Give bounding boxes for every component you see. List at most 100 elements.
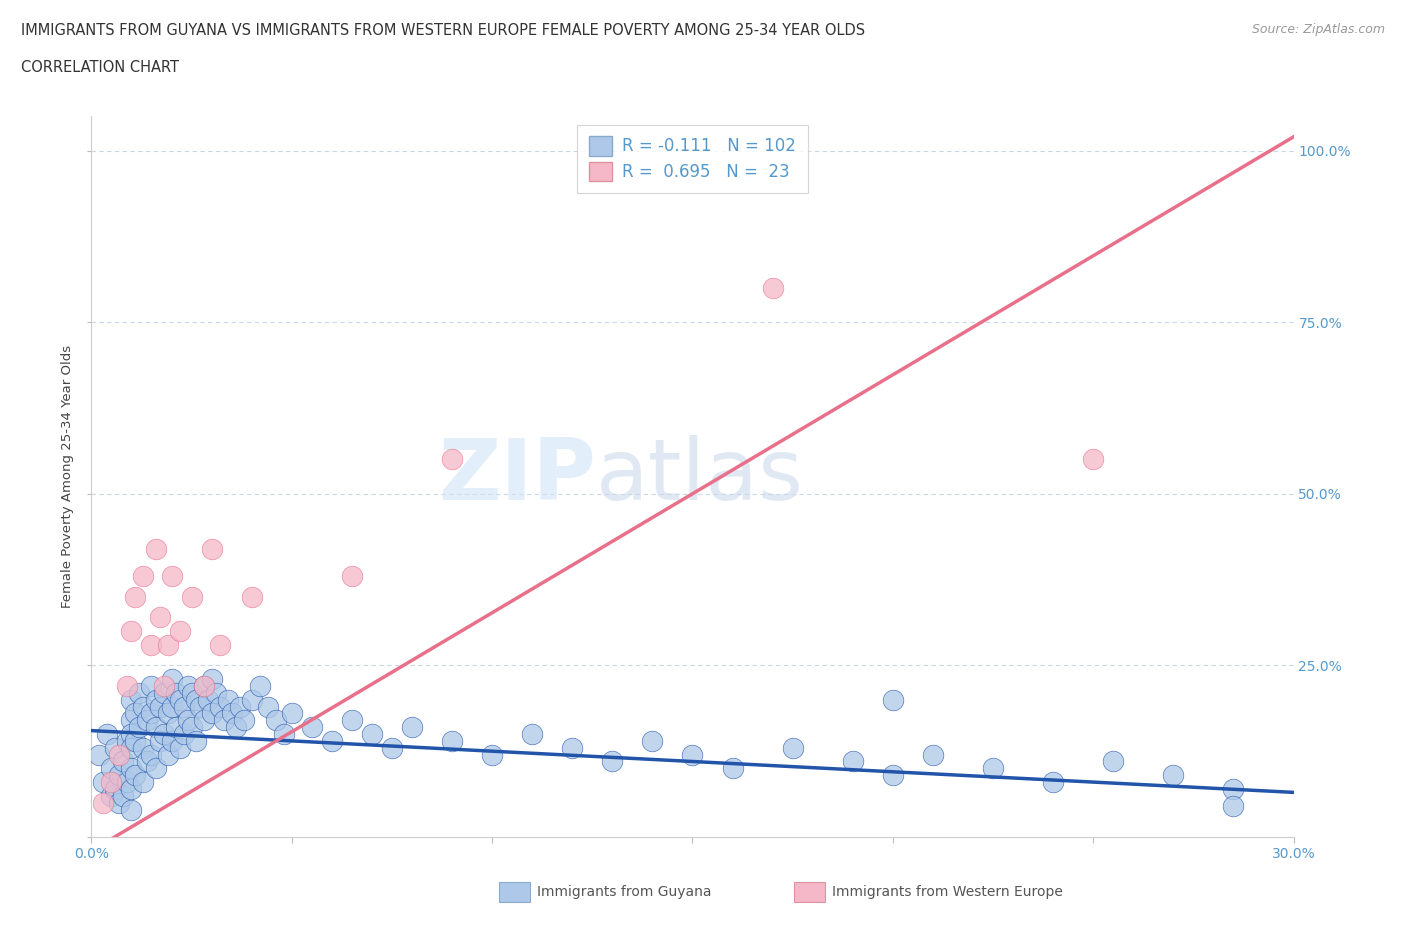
Point (108, 795, 131, 810)
Point (160, 699, 183, 714)
Point (132, 699, 155, 714)
Point (641, 734, 664, 749)
Text: Immigrants from Guyana: Immigrants from Guyana (537, 884, 711, 899)
Point (145, 761, 167, 776)
Point (124, 706, 146, 721)
Point (173, 726, 195, 741)
Point (273, 726, 295, 741)
Point (148, 610, 170, 625)
Point (93, 775, 115, 790)
Point (173, 699, 195, 714)
Point (321, 734, 343, 749)
Point (136, 713, 159, 728)
Point (225, 720, 247, 735)
Point (121, 781, 143, 796)
Legend: R = -0.111   N = 102, R =  0.695   N =  23: R = -0.111 N = 102, R = 0.695 N = 23 (578, 125, 807, 193)
Point (1042, 775, 1064, 790)
Point (136, 754, 159, 769)
Point (1102, 754, 1125, 769)
Point (128, 720, 150, 735)
Point (156, 637, 179, 652)
Text: atlas: atlas (596, 435, 804, 518)
Point (148, 734, 170, 749)
Point (184, 692, 207, 707)
Point (217, 692, 239, 707)
Point (141, 679, 163, 694)
Point (201, 541, 224, 556)
Point (264, 713, 287, 728)
Point (208, 637, 231, 652)
Point (381, 740, 404, 755)
Point (782, 740, 804, 755)
Point (104, 781, 127, 796)
Point (176, 679, 198, 694)
Point (132, 775, 155, 790)
Point (108, 768, 131, 783)
Point (176, 713, 198, 728)
Point (160, 569, 183, 584)
Text: CORRELATION CHART: CORRELATION CHART (21, 60, 179, 75)
Point (1163, 768, 1185, 783)
Point (152, 679, 174, 694)
Point (281, 706, 304, 721)
Point (301, 720, 323, 735)
Point (121, 726, 143, 741)
Text: Source: ZipAtlas.com: Source: ZipAtlas.com (1251, 23, 1385, 36)
Point (602, 754, 624, 769)
Point (117, 679, 139, 694)
Point (121, 713, 143, 728)
Text: Immigrants from Western Europe: Immigrants from Western Europe (832, 884, 1063, 899)
Point (121, 692, 143, 707)
Point (188, 699, 211, 714)
Point (169, 740, 191, 755)
Point (240, 590, 263, 604)
Point (204, 685, 226, 700)
Point (212, 713, 235, 728)
Point (121, 624, 143, 639)
Point (481, 747, 503, 762)
Point (401, 720, 423, 735)
Point (256, 699, 278, 714)
Point (193, 713, 215, 728)
Point (128, 685, 150, 700)
Point (124, 734, 146, 749)
Point (169, 692, 191, 707)
Point (145, 541, 167, 556)
Point (249, 679, 271, 694)
Point (681, 747, 703, 762)
Point (762, 281, 785, 296)
Point (208, 699, 231, 714)
Point (180, 590, 202, 604)
Point (165, 685, 187, 700)
Point (100, 789, 122, 804)
Point (145, 692, 167, 707)
Point (721, 761, 744, 776)
Point (112, 789, 135, 804)
Point (232, 713, 254, 728)
Text: IMMIGRANTS FROM GUYANA VS IMMIGRANTS FROM WESTERN EUROPE FEMALE POVERTY AMONG 25: IMMIGRANTS FROM GUYANA VS IMMIGRANTS FRO… (21, 23, 865, 38)
Point (121, 802, 143, 817)
Point (197, 692, 219, 707)
Point (841, 754, 863, 769)
Point (124, 768, 146, 783)
Point (882, 692, 904, 707)
Point (124, 590, 146, 604)
Point (96, 726, 118, 741)
Point (561, 740, 583, 755)
Point (922, 747, 945, 762)
Point (201, 671, 224, 686)
Point (165, 720, 187, 735)
Bar (499, 882, 530, 902)
Point (193, 679, 215, 694)
Point (117, 734, 139, 749)
Point (145, 720, 167, 735)
Point (169, 624, 191, 639)
Point (184, 734, 207, 749)
Point (1083, 452, 1105, 467)
Point (152, 726, 174, 741)
Point (180, 720, 202, 735)
Point (981, 761, 1004, 776)
Point (522, 726, 544, 741)
Point (132, 569, 155, 584)
Point (121, 740, 143, 755)
